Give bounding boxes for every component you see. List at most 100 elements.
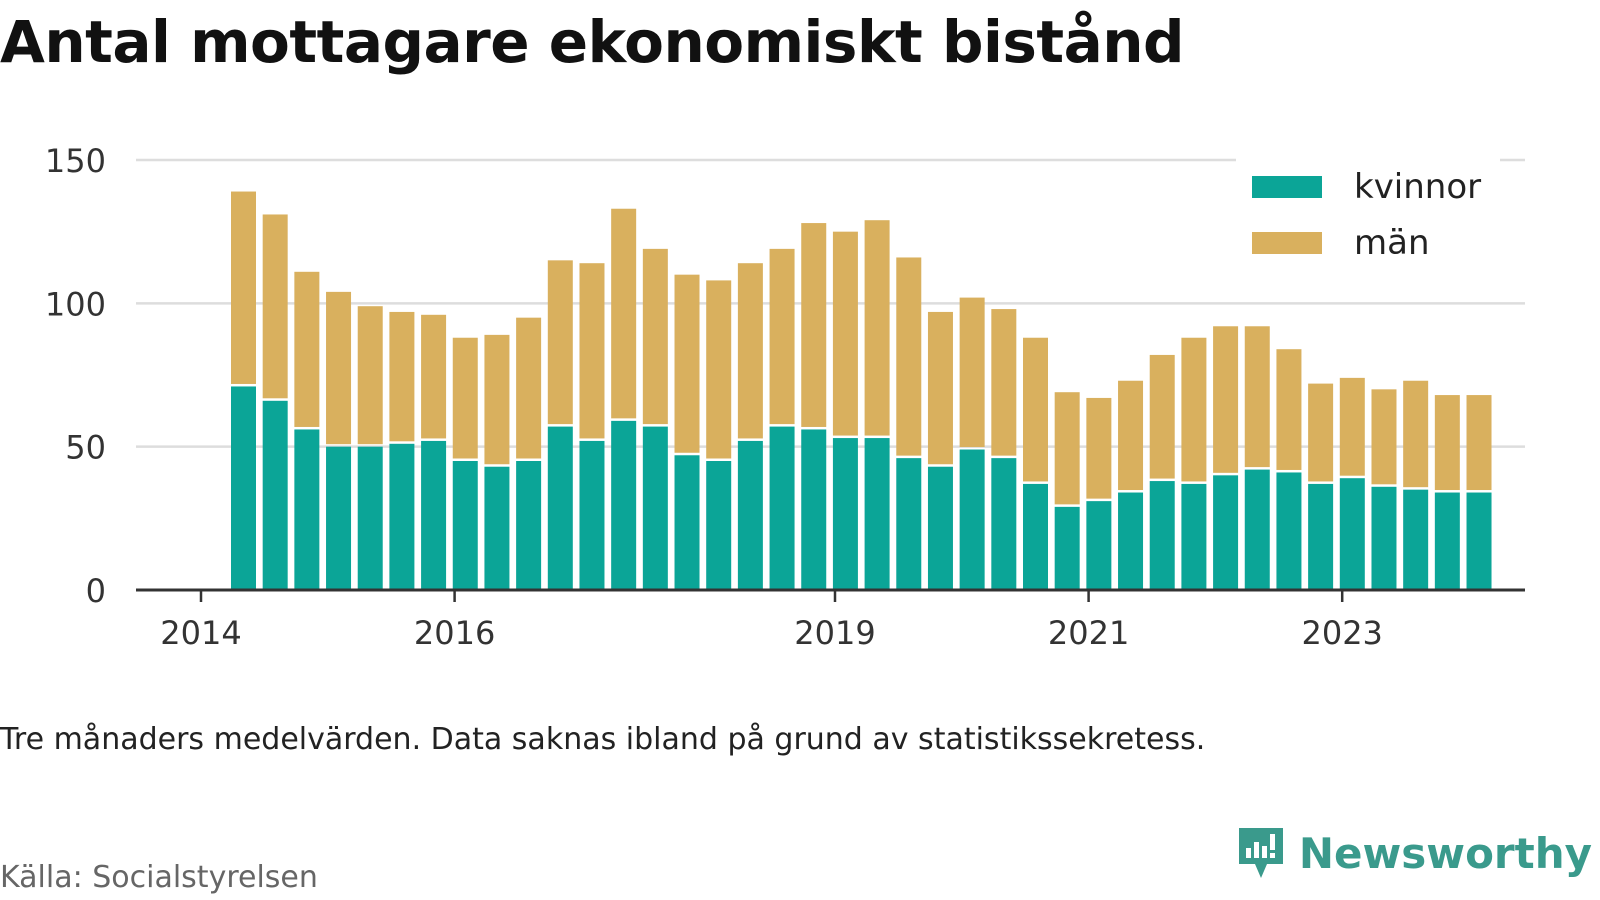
bar-man: [737, 263, 763, 439]
bar-kvinnor: [1244, 469, 1270, 590]
bar-man: [262, 214, 288, 399]
x-tick-label: 2014: [160, 614, 241, 652]
y-tick-label: 100: [45, 285, 106, 323]
bar-man: [1434, 395, 1460, 491]
bar-man: [896, 257, 922, 456]
bar-kvinnor: [1149, 481, 1175, 590]
bar-man: [832, 231, 858, 436]
bar-kvinnor: [421, 440, 447, 590]
bar-man: [389, 311, 415, 442]
bar-man: [1181, 337, 1207, 482]
bar-kvinnor: [611, 420, 637, 590]
bar-kvinnor: [262, 400, 288, 590]
bar-man: [642, 248, 668, 425]
bar-kvinnor: [1023, 483, 1048, 590]
chart-note: Tre månaders medelvärden. Data saknas ib…: [0, 722, 1206, 757]
bar-man: [1023, 337, 1048, 482]
bar-kvinnor: [231, 386, 256, 590]
bar-kvinnor: [959, 449, 985, 590]
legend-label-man: män: [1354, 223, 1430, 263]
bar-kvinnor: [991, 458, 1017, 590]
axes: 0 50 100 150 2014 2016 2019 2021 2023: [45, 142, 1525, 652]
bar-man: [1149, 354, 1175, 479]
bar-kvinnor: [1371, 486, 1397, 590]
bar-man: [674, 274, 700, 453]
brand-name: Newsworthy: [1298, 828, 1592, 878]
bar-kvinnor: [769, 426, 795, 590]
bar-kvinnor: [579, 440, 605, 590]
bar-kvinnor: [357, 446, 383, 590]
bar-man: [864, 220, 890, 436]
bar-kvinnor: [389, 443, 415, 590]
bar-man: [294, 271, 320, 427]
bar-kvinnor: [896, 458, 922, 590]
bar-man: [927, 311, 953, 465]
bar-man: [484, 334, 510, 465]
bar-man: [769, 248, 795, 425]
bar-man: [959, 297, 985, 448]
bar-kvinnor: [1086, 501, 1112, 590]
bar-man: [1339, 377, 1365, 476]
bar-kvinnor: [452, 461, 478, 590]
bar-man: [1118, 380, 1144, 491]
x-tick-label: 2021: [1048, 614, 1129, 652]
bar-kvinnor: [1276, 472, 1302, 590]
bar-man: [611, 208, 637, 419]
bar-kvinnor: [1181, 483, 1207, 590]
bar-man: [1213, 326, 1239, 473]
bar-man: [1276, 349, 1302, 470]
bar-kvinnor: [1308, 483, 1334, 590]
bar-kvinnor: [832, 438, 858, 590]
legend-swatch-kvinnor: [1252, 176, 1322, 198]
legend-swatch-man: [1252, 232, 1322, 254]
bar-kvinnor: [326, 446, 352, 590]
bar-man: [579, 263, 605, 439]
bar-kvinnor: [737, 440, 763, 590]
legend-label-kvinnor: kvinnor: [1354, 167, 1481, 207]
legend: kvinnor män: [1236, 158, 1500, 270]
bar-kvinnor: [642, 426, 668, 590]
bar-man: [991, 309, 1017, 456]
bar-man: [357, 306, 383, 445]
bar-kvinnor: [1118, 492, 1144, 590]
bar-man: [1403, 380, 1429, 488]
x-tick-label: 2019: [794, 614, 875, 652]
bar-man: [1244, 326, 1270, 468]
bar-kvinnor: [801, 429, 827, 590]
bar-man: [516, 317, 542, 459]
bar-man: [421, 314, 447, 439]
source-label: Källa: Socialstyrelsen: [0, 860, 318, 895]
bar-kvinnor: [1434, 492, 1460, 590]
bar-kvinnor: [484, 466, 510, 590]
bar-kvinnor: [674, 455, 700, 590]
bar-kvinnor: [547, 426, 573, 590]
bar-man: [1371, 389, 1397, 485]
bar-man: [326, 291, 352, 445]
bar-man: [1054, 392, 1080, 505]
bar-man: [1308, 383, 1334, 482]
bar-kvinnor: [706, 461, 732, 590]
bar-man: [706, 280, 732, 459]
x-tick-label: 2016: [414, 614, 495, 652]
bar-kvinnor: [1213, 475, 1239, 590]
x-tick-label: 2023: [1301, 614, 1382, 652]
bar-man: [1086, 397, 1112, 499]
chart-title: Antal mottagare ekonomiskt bistånd: [0, 8, 1185, 76]
bar-kvinnor: [1054, 506, 1080, 590]
y-tick-label: 0: [86, 572, 106, 610]
bar-man: [547, 260, 573, 425]
bar-kvinnor: [1403, 489, 1429, 590]
bar-kvinnor: [1466, 492, 1492, 590]
y-tick-label: 50: [65, 429, 106, 467]
bar-kvinnor: [1339, 478, 1365, 590]
bar-kvinnor: [864, 438, 890, 590]
bar-man: [231, 191, 256, 384]
bars: [231, 191, 1492, 590]
bar-man: [1466, 395, 1492, 491]
y-tick-label: 150: [45, 142, 106, 180]
bar-man: [801, 223, 827, 427]
bar-kvinnor: [516, 461, 542, 590]
newsworthy-logo-icon: [1238, 828, 1283, 878]
bar-kvinnor: [927, 466, 953, 590]
